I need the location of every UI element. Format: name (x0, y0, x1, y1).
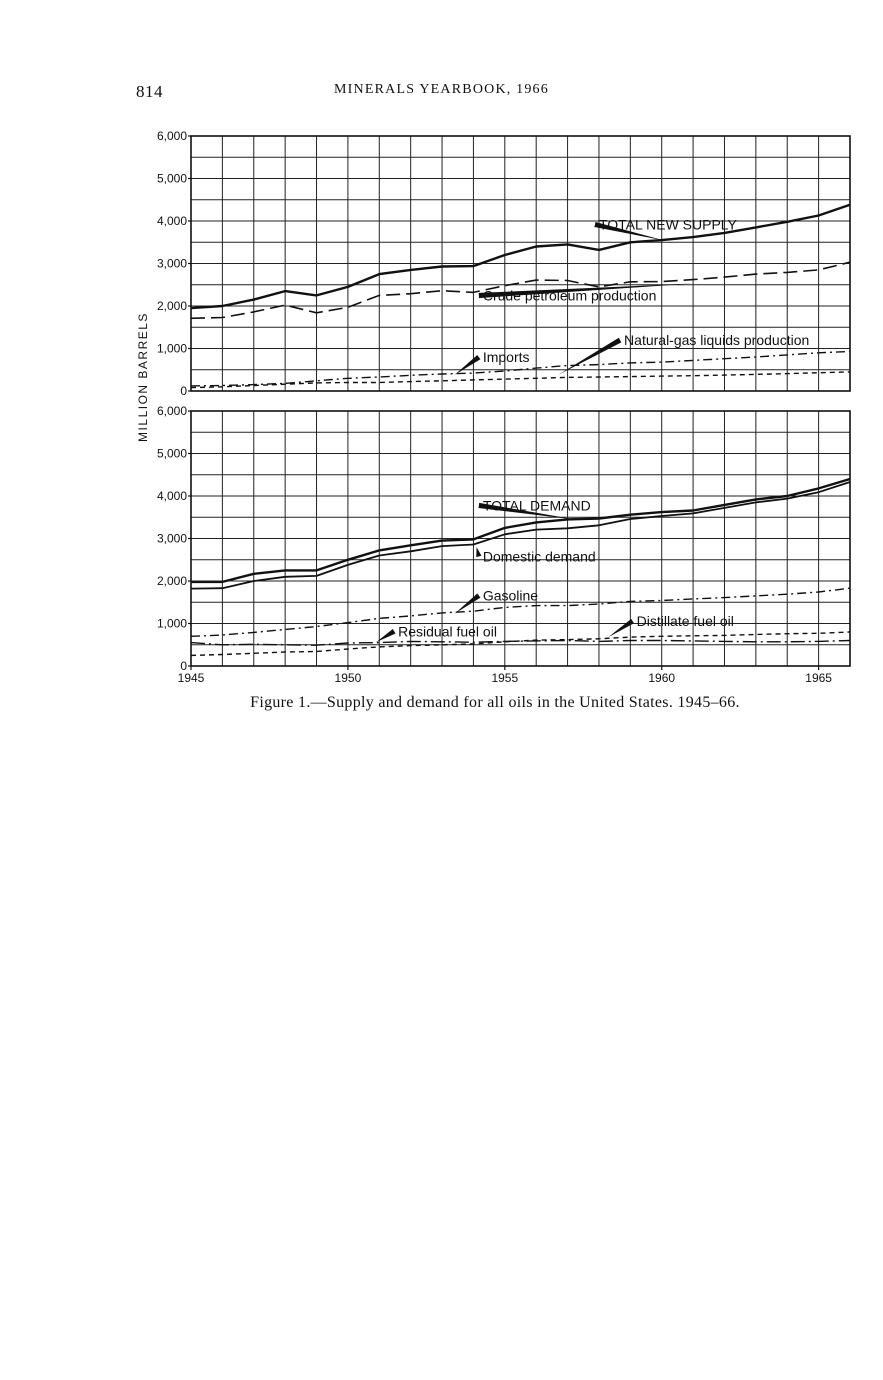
series-label-pointer (454, 355, 481, 375)
series-label-pointer (478, 502, 577, 520)
y-tick-label: 4,000 (157, 214, 187, 228)
series-label: TOTAL NEW SUPPLY (599, 217, 738, 233)
series-line (190, 481, 851, 590)
x-tick-label: 1965 (805, 671, 832, 685)
y-tick-label: 0 (180, 659, 187, 673)
y-tick-label: 2,000 (157, 299, 187, 313)
y-tick-label: 3,000 (157, 257, 187, 271)
x-tick-label: 1960 (648, 671, 675, 685)
figure-caption: Figure 1.—Supply and demand for all oils… (250, 694, 740, 711)
running-head: MINERALS YEARBOOK, 1966 (334, 82, 549, 97)
series-label-pointer (558, 337, 622, 375)
series-label-pointer (608, 618, 634, 638)
series-label: Distillate fuel oil (637, 613, 734, 629)
supply-demand-chart: 0 1,000 2,000 3,000 4,000 5,000 6,000 TOTAL NEW… (136, 129, 851, 685)
series-line (190, 639, 851, 646)
series-label-pointer (454, 593, 481, 614)
series-label: TOTAL DEMAND (483, 497, 591, 513)
series-label: Imports (483, 349, 530, 365)
demand-panel: 0 1,000 2,000 3,000 4,000 5,000 6,000 TOTAL DEM… (157, 404, 851, 673)
y-tick-label: 1,000 (157, 617, 187, 631)
y-tick-label: 4,000 (157, 489, 187, 503)
y-axis-label: MILLION BARRELS (136, 312, 150, 442)
y-tick-label: 1,000 (157, 342, 187, 356)
y-tick-label: 3,000 (157, 532, 187, 546)
y-tick-label: 2,000 (157, 574, 187, 588)
series-label: Domestic demand (483, 548, 596, 564)
y-tick-label: 6,000 (157, 129, 187, 143)
x-tick-label: 1950 (335, 671, 362, 685)
y-tick-label: 5,000 (157, 447, 187, 461)
series-label-pointer (376, 629, 396, 643)
x-axis: 1945 1950 1955 1960 1965 (178, 666, 832, 685)
series-line (190, 350, 851, 387)
series-line (190, 631, 851, 657)
series-label-pointer (478, 283, 694, 299)
series-line (190, 371, 851, 389)
x-tick-label: 1955 (491, 671, 518, 685)
series-label-pointer (476, 547, 482, 558)
y-tick-label: 6,000 (157, 404, 187, 418)
series-line (190, 587, 851, 637)
series-label: Gasoline (483, 588, 538, 604)
series-line (190, 261, 851, 320)
series-label-pointer (594, 222, 665, 241)
y-tick-label: 5,000 (157, 172, 187, 186)
y-tick-label: 0 (180, 384, 187, 398)
supply-panel: 0 1,000 2,000 3,000 4,000 5,000 6,000 TOTAL NEW… (157, 129, 851, 398)
series-label: Natural-gas liquids production (624, 332, 809, 348)
x-tick-label: 1945 (178, 671, 205, 685)
series-line (190, 203, 851, 310)
series-line (191, 477, 851, 584)
series-label: Residual fuel oil (398, 623, 497, 639)
page-number: 814 (136, 82, 163, 101)
